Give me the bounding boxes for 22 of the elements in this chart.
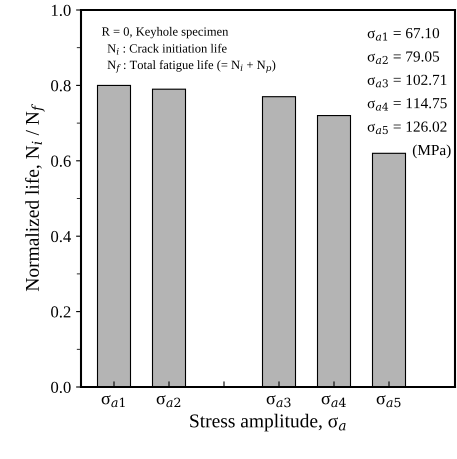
annotation: σ$_{a4}$ = 114.75 <box>368 98 447 111</box>
annotation: N$_{i}$ : Crack initiation life <box>108 44 227 54</box>
y-tick-label: 0.2 <box>51 306 70 318</box>
y-tick-label: 0.0 <box>51 382 71 394</box>
annotation: σ$_{a3}$ = 102.71 <box>368 74 446 88</box>
annotation: N$_{f}$ : Total fatigue life (= N$_{i}$ + N$_{p}$) <box>108 60 276 73</box>
y-tick-label: 0.8 <box>51 80 71 92</box>
x-tick-label: σ$_{a4}$ <box>322 395 346 408</box>
x-tick-label: σ$_{a5}$ <box>376 395 400 408</box>
x-axis-title: Stress amplitude, σ$_{a}$ <box>190 414 346 432</box>
x-tick-label: σ$_{a3}$ <box>266 395 291 408</box>
y-axis-title: Normalized life, N$_{i}$ / N$_{f}$ <box>25 104 45 292</box>
y-tick-label: 0.6 <box>51 156 71 167</box>
y-tick-label: 0.4 <box>51 230 72 242</box>
annotation: σ$_{a2}$ = 79.05 <box>368 51 440 64</box>
annotation: R = 0, Keyhole specimen <box>102 26 228 38</box>
x-tick-label: σ$_{a2}$ <box>156 395 180 408</box>
y-tick-label: 1.0 <box>52 4 71 16</box>
annotation: (MPa) <box>412 144 451 158</box>
annotation: σ$_{a1}$ = 67.10 <box>368 28 440 41</box>
x-tick-label: σ$_{a1}$ <box>102 395 125 408</box>
annotation: σ$_{a5}$ = 126.02 <box>368 121 446 134</box>
